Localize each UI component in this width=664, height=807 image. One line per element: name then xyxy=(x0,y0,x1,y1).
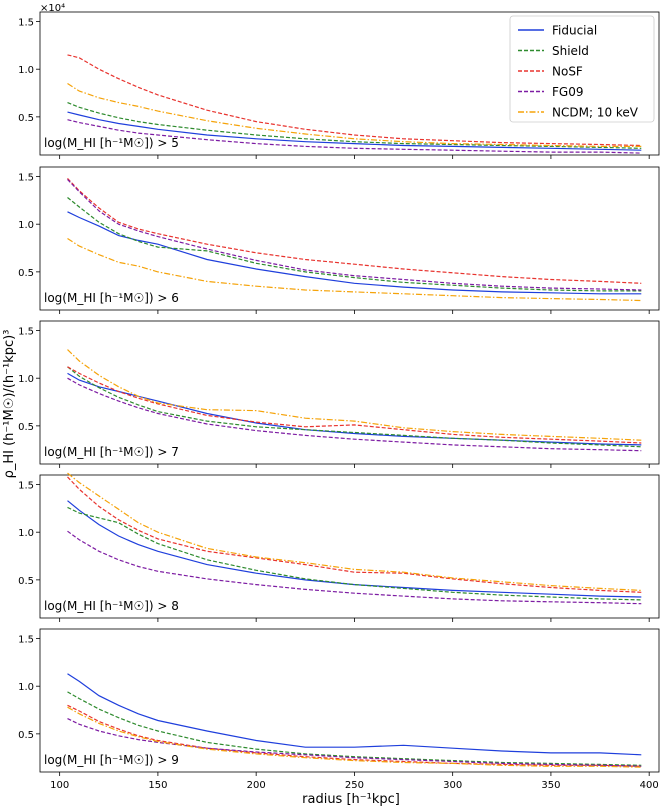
y-tick-label: 0.5 xyxy=(18,113,34,124)
panel-frame xyxy=(39,166,660,311)
series-line-nosf xyxy=(67,54,642,147)
x-tick-label: 400 xyxy=(640,780,659,791)
series-line-fiducial xyxy=(67,500,642,598)
series-line-fiducial xyxy=(67,673,642,756)
y-tick-label: 0.5 xyxy=(18,422,34,433)
scale-multiplier-label: ×10⁴ xyxy=(40,3,65,14)
legend-entry: NCDM; 10 keV xyxy=(518,106,639,120)
x-tick-label: 200 xyxy=(247,780,266,791)
series-line-ncdm-10-kev xyxy=(67,706,642,768)
legend-entry: Fiducial xyxy=(518,24,597,38)
y-tick-label: 1.0 xyxy=(18,65,34,76)
panel-label: log(M_HI [h⁻¹M☉]) > 7 xyxy=(44,445,179,459)
series-line-fg09 xyxy=(67,178,642,291)
y-tick-label: 1.5 xyxy=(18,481,34,492)
y-tick-label: 1.0 xyxy=(18,528,34,539)
panel-frame xyxy=(39,320,660,465)
series-line-ncdm-10-kev xyxy=(67,237,642,302)
series-line-shield xyxy=(67,691,642,766)
series-line-fg09 xyxy=(67,377,642,452)
panel-2: 0.5 1.0 1.5 log(M_HI [h⁻¹M☉]) > 6 xyxy=(18,166,660,314)
panel-label: log(M_HI [h⁻¹M☉]) > 9 xyxy=(44,753,179,767)
legend-label: NoSF xyxy=(552,65,583,79)
legend-label: FG09 xyxy=(552,85,583,99)
series-line-shield xyxy=(67,506,642,601)
series-line-nosf xyxy=(67,476,642,593)
series-line-shield xyxy=(67,366,642,448)
series-line-shield xyxy=(67,102,642,149)
x-tick-label: 250 xyxy=(345,780,364,791)
y-tick-label: 0.5 xyxy=(18,576,34,587)
legend-frame xyxy=(509,15,655,123)
y-tick-label: 0.5 xyxy=(18,268,34,279)
panel-4: 0.5 1.0 1.5 log(M_HI [h⁻¹M☉]) > 8 xyxy=(18,472,660,622)
legend-label: Shield xyxy=(552,44,589,58)
series-line-fiducial xyxy=(67,111,642,151)
panel-frame xyxy=(39,474,660,619)
panel-frame xyxy=(39,628,660,773)
x-tick-label: 300 xyxy=(443,780,462,791)
series-line-fg09 xyxy=(67,530,642,605)
legend: Fiducial Shield NoSF FG09 NCDM; 10 keV xyxy=(509,15,655,123)
y-axis-label: ρ_HI (h⁻¹M☉)/(h⁻¹kpc)³ xyxy=(2,330,17,479)
legend-label: NCDM; 10 keV xyxy=(552,106,639,120)
series-line-ncdm-10-kev xyxy=(67,472,642,591)
series-line-ncdm-10-kev xyxy=(67,82,642,147)
legend-entry: NoSF xyxy=(518,65,583,79)
x-axis-label: radius [h⁻¹kpc] xyxy=(302,792,400,807)
series-line-nosf xyxy=(67,704,642,767)
y-tick-label: 1.5 xyxy=(18,635,34,646)
y-tick-label: 1.5 xyxy=(18,327,34,338)
y-tick-label: 1.0 xyxy=(18,682,34,693)
series-line-fg09 xyxy=(67,119,642,154)
panels: 0.5 1.0 1.5 log(M_HI [h⁻¹M☉]) > 5 0.5 1.0 1.5 l… xyxy=(18,11,660,776)
series-line-ncdm-10-kev xyxy=(67,349,642,441)
panel-label: log(M_HI [h⁻¹M☉]) > 5 xyxy=(44,136,179,150)
legend-entry: FG09 xyxy=(518,85,583,99)
panel-label: log(M_HI [h⁻¹M☉]) > 8 xyxy=(44,599,179,613)
series-line-fg09 xyxy=(67,718,642,767)
legend-label: Fiducial xyxy=(552,24,597,38)
y-tick-label: 1.0 xyxy=(18,220,34,231)
series-line-shield xyxy=(67,197,642,292)
y-tick-label: 0.5 xyxy=(18,730,34,741)
y-tick-label: 1.5 xyxy=(18,18,34,29)
y-tick-label: 1.0 xyxy=(18,374,34,385)
legend-entry: Shield xyxy=(518,44,589,58)
series-line-nosf xyxy=(67,177,642,284)
panel-5: 0.5 1.0 1.5 log(M_HI [h⁻¹M☉]) > 9 xyxy=(18,628,660,776)
series-line-nosf xyxy=(67,366,642,444)
x-axis: 100 150 200 250 300 350 400 xyxy=(50,780,659,791)
series-line-fiducial xyxy=(67,211,642,295)
panel-3: 0.5 1.0 1.5 log(M_HI [h⁻¹M☉]) > 7 xyxy=(18,320,660,468)
panel-label: log(M_HI [h⁻¹M☉]) > 6 xyxy=(44,291,179,305)
x-tick-label: 150 xyxy=(148,780,167,791)
x-tick-label: 350 xyxy=(541,780,560,791)
y-tick-label: 1.5 xyxy=(18,173,34,184)
x-tick-label: 100 xyxy=(50,780,69,791)
